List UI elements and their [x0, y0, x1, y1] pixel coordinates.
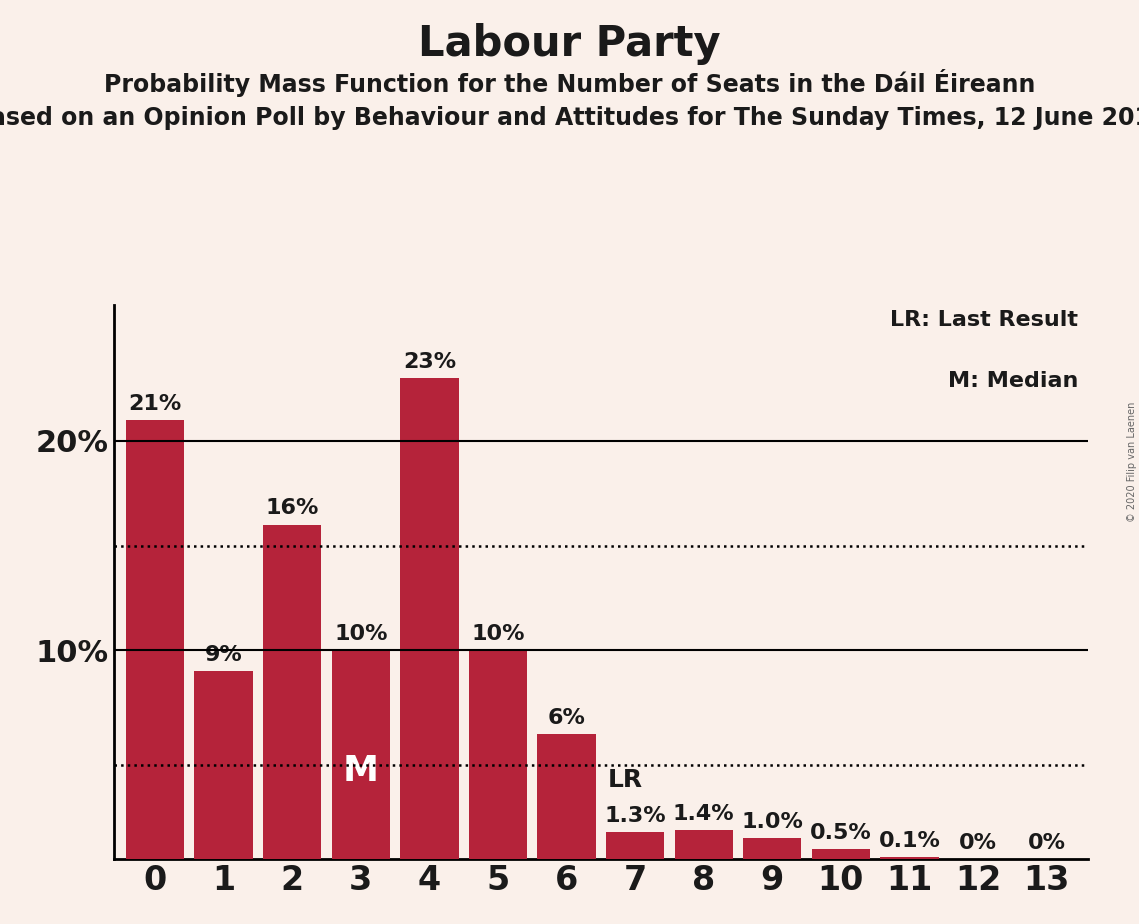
Text: 6%: 6%: [548, 708, 585, 727]
Bar: [606, 833, 664, 859]
Text: © 2020 Filip van Laenen: © 2020 Filip van Laenen: [1126, 402, 1137, 522]
Bar: [400, 378, 459, 859]
Text: 0.5%: 0.5%: [810, 822, 871, 843]
Text: 0%: 0%: [959, 833, 997, 853]
Bar: [743, 838, 802, 859]
Bar: [880, 857, 939, 859]
Text: M: Median: M: Median: [948, 371, 1077, 392]
Text: Based on an Opinion Poll by Behaviour and Attitudes for The Sunday Times, 12 Jun: Based on an Opinion Poll by Behaviour an…: [0, 106, 1139, 130]
Bar: [538, 734, 596, 859]
Text: 1.4%: 1.4%: [673, 804, 735, 824]
Text: LR: Last Result: LR: Last Result: [890, 310, 1077, 331]
Bar: [812, 849, 870, 859]
Bar: [126, 420, 185, 859]
Text: 10%: 10%: [472, 624, 525, 644]
Text: 23%: 23%: [403, 352, 456, 371]
Text: Labour Party: Labour Party: [418, 23, 721, 65]
Bar: [195, 671, 253, 859]
Text: 0%: 0%: [1027, 833, 1066, 853]
Text: 1.3%: 1.3%: [605, 806, 666, 826]
Text: 16%: 16%: [265, 498, 319, 518]
Bar: [331, 650, 390, 859]
Bar: [674, 830, 732, 859]
Bar: [263, 525, 321, 859]
Text: Probability Mass Function for the Number of Seats in the Dáil Éireann: Probability Mass Function for the Number…: [104, 69, 1035, 97]
Text: 0.1%: 0.1%: [878, 831, 941, 851]
Text: 1.0%: 1.0%: [741, 812, 803, 833]
Text: M: M: [343, 755, 379, 788]
Text: 9%: 9%: [205, 645, 243, 664]
Bar: [469, 650, 527, 859]
Text: LR: LR: [608, 769, 642, 792]
Text: 10%: 10%: [334, 624, 387, 644]
Text: 21%: 21%: [129, 394, 182, 414]
